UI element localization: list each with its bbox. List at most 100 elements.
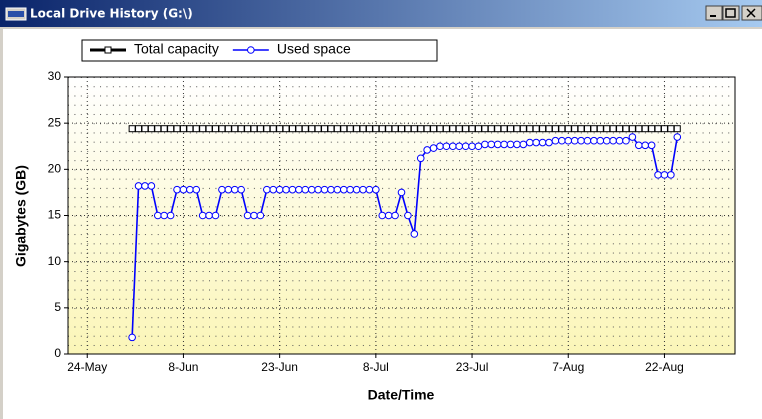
- circle-marker: [647, 141, 656, 150]
- square-marker: [526, 125, 534, 133]
- circle-marker: [365, 185, 374, 194]
- circle-marker: [333, 185, 342, 194]
- square-marker: [224, 125, 232, 133]
- circle-marker: [493, 140, 502, 149]
- square-marker: [314, 125, 322, 133]
- square-marker: [494, 125, 502, 133]
- square-marker: [359, 125, 367, 133]
- square-marker: [660, 125, 668, 133]
- close-button[interactable]: [741, 5, 762, 21]
- square-marker: [622, 125, 630, 133]
- square-marker: [410, 125, 418, 133]
- square-marker: [449, 125, 457, 133]
- circle-marker: [295, 185, 303, 194]
- circle-marker: [352, 185, 361, 194]
- y-tick-label: 25: [48, 115, 62, 129]
- circle-marker: [378, 211, 387, 220]
- circle-marker: [384, 211, 393, 220]
- circle-marker: [481, 140, 489, 149]
- circle-marker: [288, 185, 297, 194]
- circle-marker: [455, 142, 464, 151]
- circle-marker: [391, 211, 399, 220]
- maximize-button[interactable]: [722, 5, 740, 21]
- legend-label: Used space: [277, 41, 351, 57]
- square-marker: [135, 125, 143, 133]
- circle-marker: [570, 136, 579, 145]
- square-marker: [212, 125, 220, 133]
- circle-marker: [429, 144, 438, 152]
- circle-marker: [525, 138, 534, 147]
- circle-marker: [602, 136, 611, 145]
- circle-marker: [128, 333, 136, 342]
- square-marker: [256, 125, 264, 133]
- square-marker: [423, 125, 431, 133]
- square-marker: [468, 125, 476, 133]
- square-marker: [147, 125, 155, 133]
- square-marker: [263, 125, 271, 133]
- square-marker: [513, 125, 521, 133]
- square-marker: [673, 125, 681, 133]
- square-marker: [288, 125, 296, 133]
- square-marker: [173, 125, 181, 133]
- y-tick-label: 5: [54, 300, 61, 314]
- circle-marker: [179, 185, 188, 194]
- square-marker: [571, 125, 579, 133]
- square-marker: [237, 125, 245, 133]
- circle-marker: [654, 171, 662, 179]
- legend-label: Total capacity: [134, 41, 219, 57]
- square-marker: [583, 125, 591, 133]
- square-marker: [500, 125, 508, 133]
- y-axis-title: Gigabytes (GB): [13, 165, 29, 267]
- circle-marker: [545, 138, 553, 147]
- circle-marker: [564, 136, 573, 145]
- square-marker: [474, 125, 482, 133]
- x-tick-label: 23-Jun: [261, 360, 298, 374]
- square-marker: [551, 125, 559, 133]
- circle-marker: [532, 138, 540, 147]
- square-marker: [340, 125, 348, 133]
- minimize-button[interactable]: [705, 5, 723, 21]
- circle-marker: [577, 136, 585, 145]
- square-marker: [641, 125, 649, 133]
- y-tick-label: 10: [48, 254, 62, 268]
- square-marker: [353, 125, 361, 133]
- circle-marker: [667, 171, 675, 179]
- circle-marker: [500, 140, 508, 149]
- square-marker: [154, 125, 162, 133]
- circle-marker: [634, 141, 643, 150]
- square-marker: [545, 125, 553, 133]
- circle-marker: [461, 142, 470, 151]
- circle-marker: [404, 211, 412, 220]
- circle-marker: [134, 182, 143, 190]
- x-tick-label: 7-Aug: [552, 360, 584, 374]
- circle-marker: [307, 185, 316, 194]
- circle-marker: [153, 211, 162, 220]
- circle-marker: [609, 136, 617, 145]
- plot-border: [67, 76, 736, 355]
- square-marker: [616, 125, 624, 133]
- circle-marker: [673, 133, 682, 141]
- circle-marker: [250, 211, 258, 220]
- square-marker: [231, 125, 239, 133]
- circle-marker: [436, 142, 444, 151]
- square-marker: [519, 125, 527, 133]
- square-marker: [487, 125, 495, 133]
- circle-marker: [192, 185, 201, 194]
- y-tick-label: 15: [48, 208, 62, 222]
- circle-marker: [198, 211, 207, 220]
- square-marker: [564, 125, 572, 133]
- circle-marker: [583, 136, 592, 145]
- circle-marker: [160, 211, 169, 220]
- square-marker: [282, 125, 290, 133]
- circle-marker: [205, 211, 213, 220]
- circle-marker: [346, 185, 354, 194]
- circle-marker: [474, 142, 483, 151]
- circle-marker: [327, 185, 335, 194]
- circle-marker: [487, 140, 496, 149]
- window-icon-inner: [8, 11, 24, 17]
- square-marker: [590, 125, 598, 133]
- square-marker: [128, 125, 136, 133]
- circle-marker: [263, 185, 271, 194]
- square-marker: [430, 125, 438, 133]
- square-marker: [455, 125, 463, 133]
